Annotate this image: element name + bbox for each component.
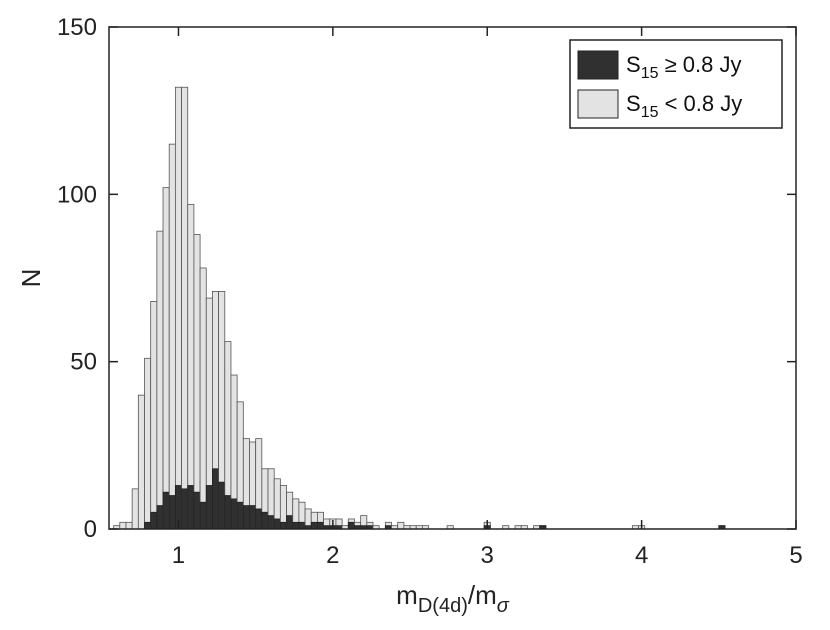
x-tick-label: 3 — [481, 542, 494, 569]
x-tick-label: 1 — [172, 542, 185, 569]
bar-bright — [212, 468, 220, 530]
bar-faint — [199, 267, 207, 530]
bar-bright — [242, 505, 250, 530]
legend-label-faint-rest: < 0.8 Jy — [658, 91, 742, 116]
bar-faint — [181, 86, 189, 530]
x-axis-label: mD(4d)/mσ — [396, 580, 510, 617]
bar-bright — [181, 488, 189, 530]
y-tick-label: 0 — [84, 516, 97, 543]
legend-label-bright: S15 ≥ 0.8 Jy — [626, 52, 741, 82]
legend-label-bright-sub: 15 — [641, 65, 659, 82]
bar-faint — [187, 203, 195, 530]
y-tick-label: 100 — [57, 181, 97, 208]
bar-faint — [397, 521, 405, 530]
y-tick-label: 50 — [70, 349, 97, 376]
x-axis-label-sub1: D(4d) — [418, 595, 468, 617]
legend-label-bright-main: S — [626, 52, 641, 77]
legend: S15 ≥ 0.8 Jy S15 < 0.8 Jy — [569, 39, 783, 129]
legend-swatch-bright — [577, 50, 619, 80]
x-axis-label-main: m — [396, 580, 418, 610]
bar-bright — [273, 518, 281, 530]
x-tick-label: 4 — [635, 542, 648, 569]
bar-bright — [199, 501, 207, 530]
bar-bright — [236, 501, 244, 530]
bar-bright — [162, 491, 170, 530]
legend-swatch-faint — [577, 89, 619, 119]
bar-bright — [193, 491, 201, 530]
bar-bright — [150, 511, 158, 530]
x-tick-label: 2 — [326, 542, 339, 569]
bar-bright — [249, 505, 257, 530]
bar-bright — [144, 521, 152, 530]
bars-layer — [113, 86, 726, 530]
bar-bright — [230, 498, 238, 530]
bar-faint — [144, 357, 152, 530]
bar-bright — [317, 521, 324, 530]
bar-bright — [261, 511, 269, 530]
bar-bright — [255, 508, 263, 530]
bar-faint — [150, 301, 158, 530]
bar-bright — [286, 515, 294, 530]
bar-bright — [156, 505, 164, 530]
bar-faint — [137, 394, 145, 530]
bar-faint — [125, 521, 133, 530]
bar-faint — [162, 187, 170, 530]
bar-faint — [174, 86, 182, 530]
legend-label-faint: S15 < 0.8 Jy — [626, 91, 742, 121]
bar-bright — [168, 495, 176, 530]
bar-bright — [218, 481, 226, 530]
bar-bright — [292, 521, 300, 530]
bar-faint — [119, 521, 127, 530]
y-tick-label: 150 — [57, 14, 97, 41]
bar-bright — [205, 485, 213, 530]
bar-bright — [267, 515, 275, 530]
bar-bright — [224, 495, 232, 530]
bar-bright — [310, 521, 318, 530]
x-axis-label-slash: /m — [468, 580, 497, 610]
bar-faint — [156, 230, 164, 530]
plot-frame — [108, 26, 797, 530]
bar-faint — [168, 143, 176, 530]
y-axis-label: N — [16, 269, 46, 288]
x-axis-label-sub2: σ — [497, 595, 510, 617]
bar-bright — [279, 521, 287, 530]
bar-faint — [193, 234, 201, 530]
legend-label-bright-rest: ≥ 0.8 Jy — [658, 52, 741, 77]
legend-label-faint-main: S — [626, 91, 641, 116]
bar-bright — [187, 485, 195, 530]
legend-label-faint-sub: 15 — [641, 104, 659, 121]
bar-faint — [131, 488, 139, 530]
bar-bright — [298, 521, 306, 530]
bar-bright — [347, 521, 355, 530]
x-tick-label: 5 — [789, 542, 802, 569]
